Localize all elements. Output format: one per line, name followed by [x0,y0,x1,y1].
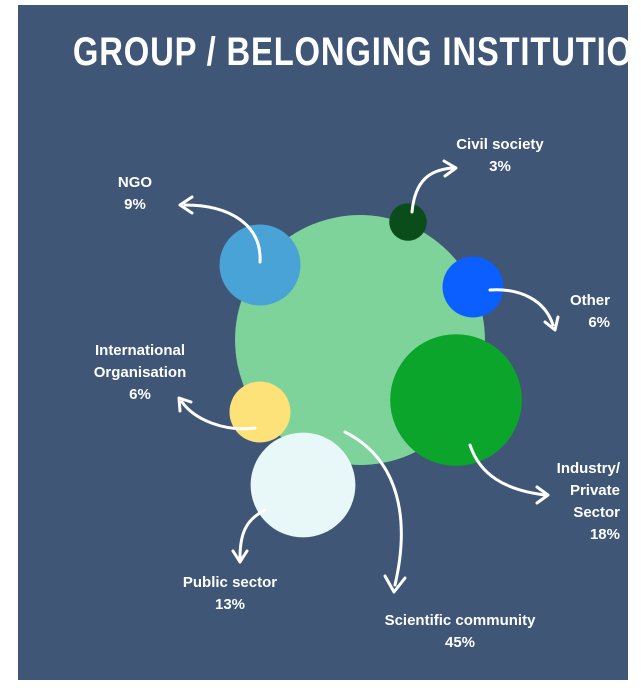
value-label: 9% [124,196,146,213]
bubble [219,224,301,306]
arrow-head [177,396,193,413]
arrow [238,508,267,560]
category-label: Public sector [182,574,278,591]
value-label: 18% [589,526,620,543]
bubble-label: NGO 9% [95,172,175,216]
arrow [180,400,257,431]
bubble-label: Scientific community 45% [360,610,560,654]
value-label: 45% [444,634,476,651]
bubble-label: International Organisation 6% [70,340,210,406]
arrows [177,159,560,594]
arrow-head [178,195,194,215]
category-label: Industry/ Private Sector [556,460,620,521]
category-label: International Organisation [93,342,187,381]
chart-title: GROUP / BELONGING INSTITUTION [72,30,641,74]
arrow [468,443,547,497]
arrow-head [231,549,249,564]
value-label: 3% [489,158,511,175]
bubble [442,256,504,318]
category-label: Scientific community [384,612,536,629]
arrow-head [535,485,550,505]
category-label: Other [569,292,610,309]
bubble [250,432,356,538]
arrow [410,166,454,214]
arrow-head [543,315,560,332]
arrow [488,288,555,327]
arrow-head [383,574,407,594]
arrow-head [442,159,458,178]
bubble-label: Industry/ Private Sector 18% [525,458,620,546]
bubble [229,381,291,443]
value-label: 6% [129,386,151,403]
category-label: Civil society [456,136,544,153]
value-label: 13% [214,596,246,613]
bubble-label: Other 6% [540,290,610,334]
arrow [183,203,262,264]
bubble-label: Public sector 13% [150,572,310,616]
bubble-label: Civil society 3% [435,134,565,178]
arrow [343,430,403,587]
category-label: NGO [117,174,153,191]
bubble [389,203,427,241]
bubble [390,334,522,466]
value-label: 6% [588,314,610,331]
